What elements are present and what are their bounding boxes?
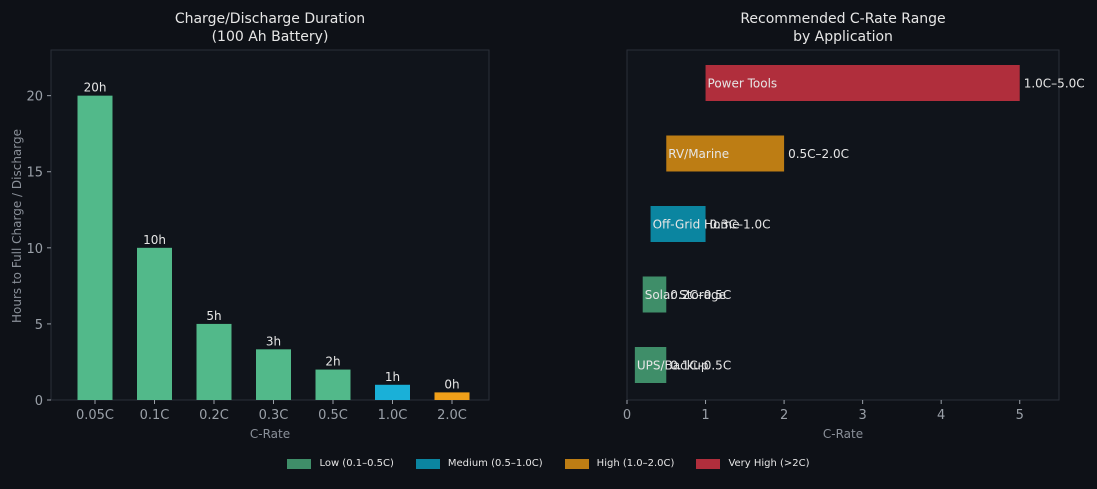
left-x-tick-label: 0.1C [140,408,170,423]
duration-bar-label: 1h [385,370,400,384]
duration-bar-label: 20h [84,81,107,95]
right-x-tick-label: 3 [858,408,866,423]
application-label: Off-Grid Home [653,218,740,232]
legend-swatch [564,458,589,469]
duration-bar [434,392,470,400]
right-x-tick-label: 4 [937,408,945,423]
application-label: Power Tools [708,77,778,91]
legend: Low (0.1–0.5C) Medium (0.5–1.0C) High (1.0… [0,458,1097,469]
duration-bar-label: 2h [325,355,340,369]
chart-canvas: Charge/Discharge Duration (100 Ah Battery… [10,11,1085,441]
application-range-bar [650,206,706,242]
duration-bar [196,323,232,400]
duration-bar-label: 5h [206,309,221,323]
legend-label: High (1.0–2.0C) [596,458,675,469]
application-label: UPS/Backup [637,359,709,373]
legend-label: Very High (>2C) [728,458,810,469]
application-label: RV/Marine [668,147,729,161]
left-y-tick-label: 5 [35,318,43,333]
right-x-tick-label: 1 [701,408,709,423]
duration-bar [77,95,113,401]
left-x-tick-label: 1.0C [378,408,408,423]
legend-label: Medium (0.5–1.0C) [447,458,543,469]
left-y-axis-label: Hours to Full Charge / Discharge [10,129,24,323]
left-x-tick-label: 2.0C [437,408,467,423]
right-x-tick-label: 0 [623,408,631,423]
application-range-bar [634,347,667,383]
range-value-label: 0.2C–0.5C [670,288,731,302]
duration-bar [137,247,172,400]
legend-swatch [415,458,440,469]
application-range-bar [705,65,1020,101]
duration-bar [375,384,410,400]
left-axes-frame [50,49,490,401]
duration-bar-label: 10h [143,233,166,247]
right-x-tick-label: 5 [1016,408,1024,423]
left-chart-title: (100 Ah Battery) [212,29,329,45]
right-x-tick-label: 2 [780,408,788,423]
legend-swatch [287,458,312,469]
application-range-bar [666,135,785,172]
left-x-tick-label: 0.3C [259,408,289,423]
duration-bar [256,349,291,400]
duration-bar-label: 0h [444,377,459,391]
left-y-tick-label: 10 [26,242,43,257]
legend-item: Low (0.1–0.5C) [287,458,394,469]
right-x-axis-label: C-Rate [823,427,863,441]
legend-item: High (1.0–2.0C) [564,458,675,469]
left-chart-title: Charge/Discharge Duration [175,11,365,27]
range-value-label: 0.1C–0.5C [670,359,731,373]
left-y-tick-label: 20 [26,90,43,105]
legend-item: Medium (0.5–1.0C) [415,458,543,469]
application-label: Solar Storage [645,288,726,302]
legend-label: Low (0.1–0.5C) [319,458,394,469]
duration-bar-label: 3h [266,334,281,348]
application-range-bar [642,276,667,313]
left-x-tick-label: 0.5C [318,408,348,423]
range-value-label: 0.3C–1.0C [710,218,771,232]
duration-bar [315,369,351,400]
legend-swatch [696,458,721,469]
left-x-axis-label: C-Rate [250,427,290,441]
left-y-tick-label: 15 [26,166,43,181]
range-value-label: 1.0C–5.0C [1024,77,1085,91]
right-chart-title: Recommended C-Rate Range [740,11,945,27]
legend-item: Very High (>2C) [696,458,810,469]
left-x-tick-label: 0.05C [76,408,114,423]
range-value-label: 0.5C–2.0C [788,147,849,161]
left-x-tick-label: 0.2C [199,408,229,423]
right-chart-title: by Application [793,29,893,45]
left-y-tick-label: 0 [35,394,43,409]
